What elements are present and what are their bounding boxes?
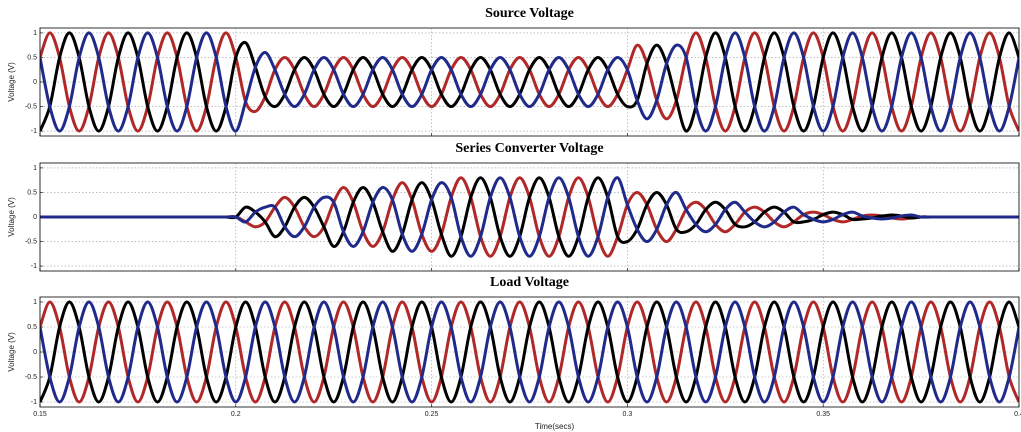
y-tick-label: 0.5 bbox=[27, 324, 37, 331]
y-tick-label: -1 bbox=[31, 128, 37, 135]
plot-frame bbox=[39, 162, 1020, 272]
y-tick-label: 0.5 bbox=[27, 54, 37, 61]
x-tick-label: 0.3 bbox=[623, 411, 633, 418]
phase-line bbox=[40, 176, 1019, 258]
y-axis-label: Voltage (V) bbox=[7, 197, 16, 237]
x-axis-label: Time(secs) bbox=[535, 422, 575, 431]
y-tick-label: 1 bbox=[33, 299, 37, 306]
y-tick-label: 0 bbox=[33, 79, 37, 86]
x-tick-label: 0.15 bbox=[33, 411, 47, 418]
y-axis-label: Voltage (V) bbox=[7, 332, 16, 372]
chart-title: Load Voltage bbox=[490, 275, 569, 290]
y-tick-label: -0.5 bbox=[25, 238, 37, 245]
plot-lines bbox=[40, 176, 1019, 258]
y-axis-label: Voltage (V) bbox=[7, 62, 16, 102]
phase-line bbox=[40, 300, 1019, 404]
y-tick-label: 1 bbox=[33, 30, 37, 37]
plot-area bbox=[40, 28, 1019, 136]
x-tick-label: 0.4 bbox=[1014, 411, 1021, 418]
plot-area bbox=[40, 297, 1019, 407]
y-tick-label: 0 bbox=[33, 349, 37, 356]
plot-frame bbox=[39, 296, 1020, 408]
y-tick-label: -0.5 bbox=[25, 374, 37, 381]
y-tick-label: 1 bbox=[33, 165, 37, 172]
phase-line bbox=[40, 31, 1019, 133]
y-tick-label: -0.5 bbox=[25, 103, 37, 110]
y-tick-label: -1 bbox=[31, 263, 37, 270]
phase-line bbox=[40, 300, 1019, 404]
x-tick-label: 0.25 bbox=[425, 411, 439, 418]
plot-frame bbox=[39, 27, 1020, 137]
y-tick-label: -1 bbox=[31, 399, 37, 406]
plot-lines bbox=[40, 300, 1019, 404]
x-tick-label: 0.2 bbox=[231, 411, 241, 418]
phase-line bbox=[40, 31, 1019, 133]
chart-title: Source Voltage bbox=[485, 6, 574, 21]
y-tick-label: 0 bbox=[33, 214, 37, 221]
y-tick-label: 0.5 bbox=[27, 189, 37, 196]
chart-title: Series Converter Voltage bbox=[455, 141, 603, 156]
plot-lines bbox=[40, 31, 1019, 133]
x-tick-label: 0.35 bbox=[816, 411, 830, 418]
